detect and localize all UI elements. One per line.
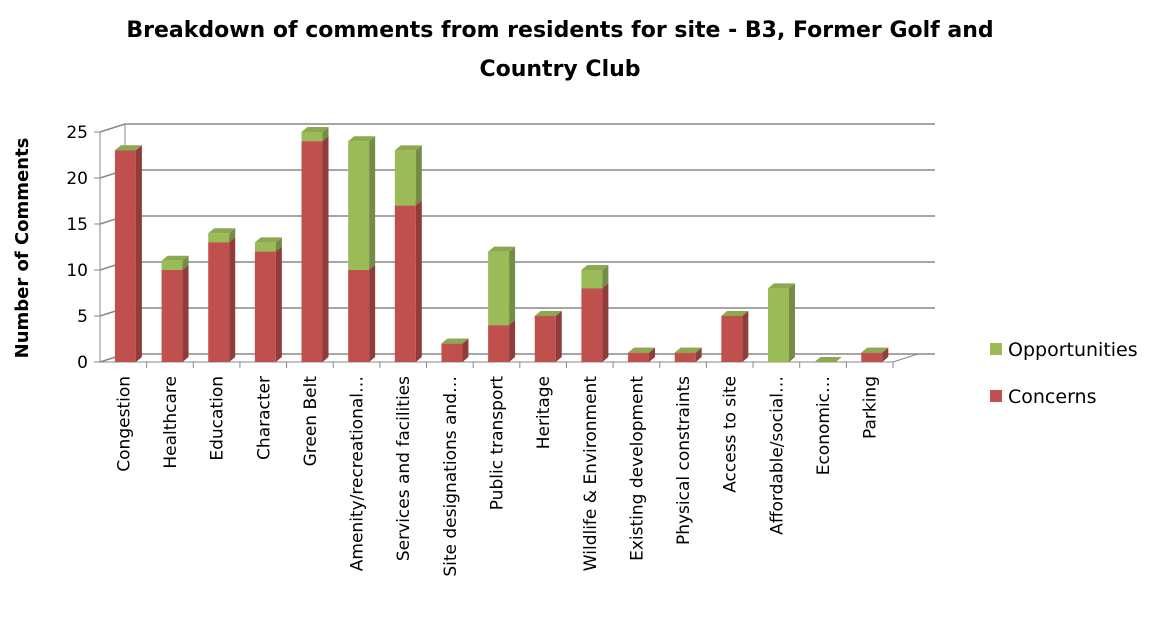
x-tick-label: Healthcare [161,376,181,469]
bar-top [628,347,656,353]
y-axis-label: Number of Comments [12,138,33,359]
bar [581,288,603,362]
bar [394,150,416,206]
bar-side [182,255,189,270]
bar [628,352,650,362]
x-tick-label: Green Belt [301,376,321,467]
bar-top [674,347,702,353]
y-tick-label: 20 [66,169,88,189]
y-tick-label: 0 [77,353,88,373]
bar-top [301,127,329,132]
legend-swatch [990,390,1002,402]
bar [161,260,183,270]
bar [254,242,276,252]
bar-side [369,265,376,362]
bar-top [767,283,795,289]
bar-side [182,265,189,362]
bar [581,270,603,289]
bar-top [814,357,842,362]
bar [441,343,463,362]
bar-top [534,311,562,316]
bar-top [114,145,142,151]
bar [208,242,230,362]
bar [301,141,323,362]
x-tick-label: Parking [861,376,881,439]
bar-side [649,347,656,362]
x-tick-label: Site designations and… [441,376,461,577]
bar-side [462,338,469,362]
x-tick-label: Education [208,376,228,461]
bar-top [161,255,189,261]
legend-label: Concerns [1008,386,1097,408]
legend-label: Opportunities [1008,339,1138,361]
bar-side [322,136,329,362]
bar [394,205,416,362]
bar-side [509,246,516,326]
bar [161,270,183,362]
y-tick-label: 5 [77,307,88,327]
grid-line [99,123,935,133]
bar-side [135,145,142,362]
bar-top [861,347,889,353]
chart-title: Breakdown of comments from residents for… [126,18,993,43]
bar [208,233,230,243]
y-tick-label: 10 [66,261,88,281]
chart-title: Country Club [479,57,640,82]
bar [674,352,696,362]
x-tick-label: Wildlife & Environment [581,376,601,572]
x-tick-label: Affordable/social… [767,376,787,535]
bar [767,288,789,362]
bar [301,132,323,142]
x-tick-label: Services and facilities [394,376,414,561]
x-tick-label: Heritage [534,376,554,449]
x-tick-label: Amenity/recreational… [348,376,368,571]
bar-top [721,311,749,316]
x-tick-label: Economic… [814,376,834,475]
y-tick-label: 15 [66,215,88,235]
bar [488,251,510,326]
bar-top [348,136,376,142]
bar-side [275,237,282,252]
bar-top [581,265,609,270]
bar-side [229,237,236,362]
grid-line [99,215,935,225]
x-tick-label: Public transport [488,376,508,511]
x-tick-label: Character [254,376,274,460]
bar [348,141,370,270]
bar [721,316,743,362]
bar [254,251,276,362]
bar-side [322,127,329,142]
bar-side [788,283,795,362]
bar-side [602,283,609,362]
bar [114,150,136,362]
bar-side [602,265,609,289]
bar-side [229,228,236,243]
bar [488,325,510,362]
bar-top [488,246,516,252]
bar-top [254,237,282,243]
grid-line [99,169,935,179]
legend-swatch [990,343,1002,355]
bar [348,270,370,362]
bar-top [441,338,469,344]
bar-side [742,311,749,362]
bar [861,352,883,362]
bar-side [695,347,702,362]
y-tick-label: 25 [66,123,88,143]
x-tick-label: Physical constraints [674,376,694,545]
bar-side [882,347,889,362]
x-tick-label: Existing development [627,376,647,561]
bar-side [415,145,422,206]
bar-side [275,246,282,362]
bar-side [509,320,516,362]
bar-top [208,228,236,234]
bar-side [555,311,562,362]
x-tick-label: Access to site [721,376,741,493]
bar-side [369,136,376,270]
bar-top [394,145,422,151]
bar-side [415,200,422,362]
bar [534,316,556,362]
x-tick-label: Congestion [114,376,134,472]
